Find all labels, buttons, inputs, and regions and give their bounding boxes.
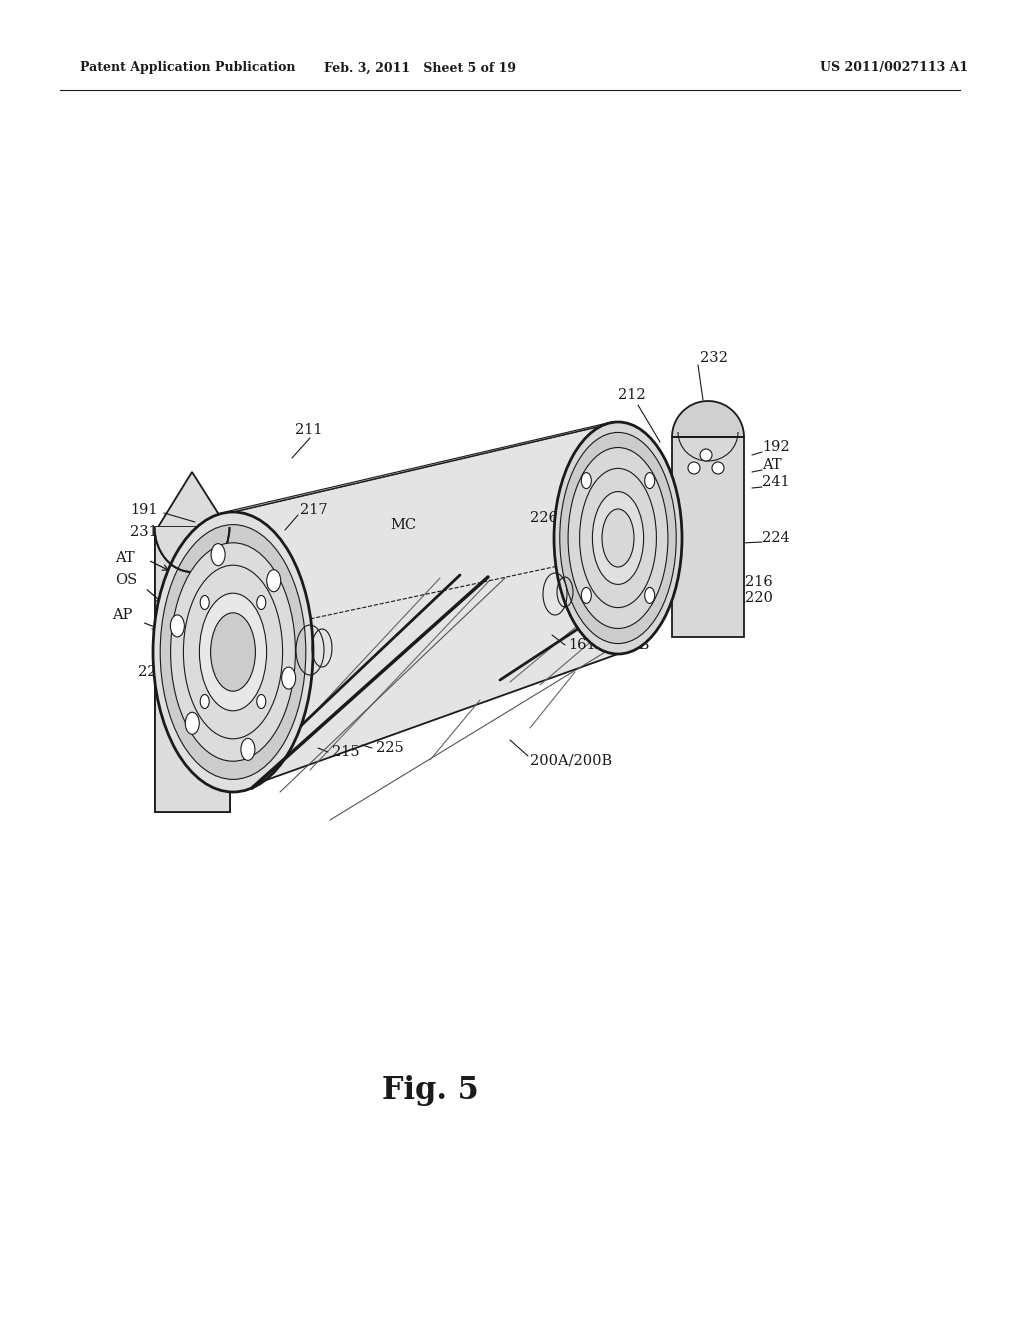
Text: 214: 214	[600, 463, 628, 477]
Ellipse shape	[201, 595, 209, 610]
Text: 211: 211	[295, 422, 323, 437]
Polygon shape	[155, 527, 230, 812]
Text: AP: AP	[112, 609, 132, 622]
Ellipse shape	[200, 593, 266, 710]
Text: 191: 191	[130, 503, 158, 517]
Ellipse shape	[171, 543, 295, 762]
Text: 213: 213	[198, 715, 225, 729]
Text: 161A/161B: 161A/161B	[568, 638, 649, 652]
Ellipse shape	[185, 713, 200, 734]
Ellipse shape	[282, 667, 296, 689]
Polygon shape	[155, 473, 230, 812]
Text: 224: 224	[762, 531, 790, 545]
Ellipse shape	[554, 422, 682, 653]
Ellipse shape	[257, 694, 266, 709]
Ellipse shape	[712, 462, 724, 474]
Text: 220: 220	[745, 591, 773, 605]
Ellipse shape	[688, 462, 700, 474]
Ellipse shape	[645, 473, 654, 488]
Text: 226: 226	[530, 511, 558, 525]
Text: 217: 217	[300, 503, 328, 517]
Polygon shape	[155, 527, 230, 572]
Ellipse shape	[582, 473, 591, 488]
Ellipse shape	[593, 491, 644, 585]
Text: MC: MC	[390, 517, 416, 532]
Text: 225: 225	[376, 741, 403, 755]
Ellipse shape	[266, 570, 281, 591]
Ellipse shape	[153, 512, 313, 792]
Polygon shape	[233, 422, 618, 792]
Ellipse shape	[257, 595, 266, 610]
Text: AT: AT	[115, 550, 134, 565]
Text: Feb. 3, 2011   Sheet 5 of 19: Feb. 3, 2011 Sheet 5 of 19	[324, 62, 516, 74]
Text: 192: 192	[762, 440, 790, 454]
Ellipse shape	[211, 544, 225, 566]
Ellipse shape	[170, 615, 184, 638]
Ellipse shape	[582, 587, 591, 603]
Text: Patent Application Publication: Patent Application Publication	[80, 62, 296, 74]
Text: 218: 218	[600, 444, 628, 457]
Ellipse shape	[211, 612, 255, 692]
Text: 200A/200B: 200A/200B	[530, 752, 612, 767]
Text: 215: 215	[332, 744, 359, 759]
Ellipse shape	[201, 694, 209, 709]
Text: 223: 223	[138, 665, 166, 678]
Ellipse shape	[700, 449, 712, 461]
Ellipse shape	[602, 510, 634, 568]
Text: 241: 241	[762, 475, 790, 488]
Text: 212: 212	[618, 388, 645, 403]
Ellipse shape	[645, 587, 654, 603]
Ellipse shape	[241, 738, 255, 760]
Polygon shape	[672, 401, 744, 437]
Text: OS: OS	[115, 573, 137, 587]
Text: AT: AT	[762, 458, 781, 473]
Text: 232: 232	[700, 351, 728, 366]
Ellipse shape	[160, 524, 306, 779]
Polygon shape	[225, 422, 618, 512]
Text: US 2011/0027113 A1: US 2011/0027113 A1	[820, 62, 968, 74]
Text: 219: 219	[168, 690, 196, 705]
Polygon shape	[672, 437, 744, 638]
Text: 231: 231	[130, 525, 158, 539]
Text: Fig. 5: Fig. 5	[382, 1074, 478, 1106]
Ellipse shape	[560, 433, 676, 644]
Text: 216: 216	[745, 576, 773, 589]
Text: 242: 242	[258, 733, 286, 747]
Ellipse shape	[568, 447, 668, 628]
